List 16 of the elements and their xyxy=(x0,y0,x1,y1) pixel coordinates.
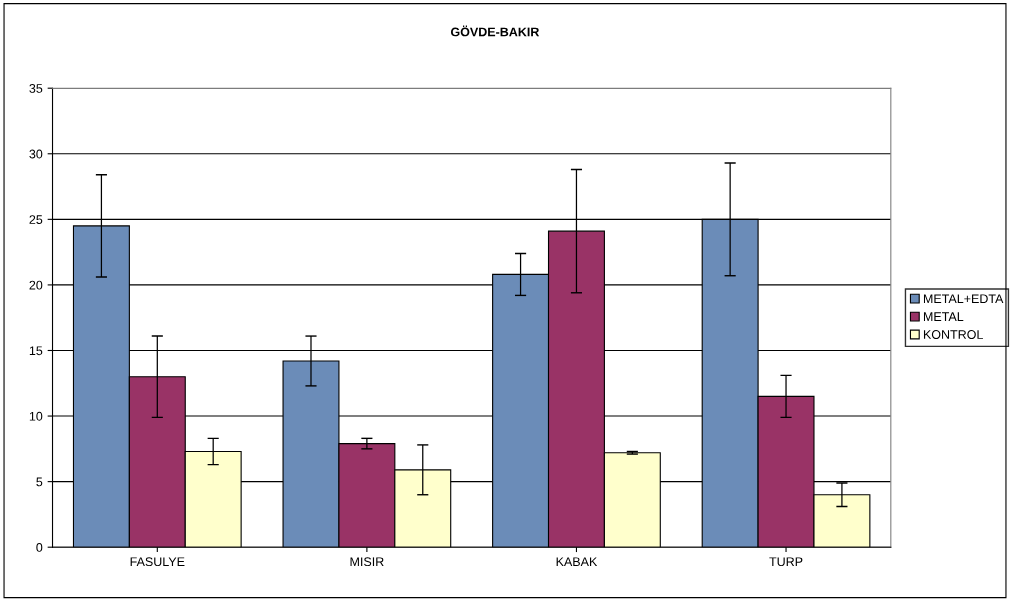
y-tick-label: 10 xyxy=(29,411,43,421)
legend-label: KONTROL xyxy=(923,330,983,339)
x-tick-label: TURP xyxy=(769,557,803,567)
y-tick-label: 30 xyxy=(29,149,43,159)
legend-label: METAL xyxy=(923,312,964,321)
y-tick-label: 20 xyxy=(29,280,43,290)
legend-label: METAL+EDTA xyxy=(923,294,1004,304)
x-tick-label: MISIR xyxy=(350,557,384,567)
y-tick-label: 5 xyxy=(36,477,43,487)
y-tick-label: 0 xyxy=(36,543,43,552)
x-tick-label: FASULYE xyxy=(130,557,185,567)
y-tick-label: 25 xyxy=(29,215,43,224)
y-tick-label: 35 xyxy=(29,84,43,93)
x-tick-label: KABAK xyxy=(556,557,598,566)
chart-title: GÖVDE-BAKIR xyxy=(450,25,540,37)
y-tick-label: 15 xyxy=(29,346,43,356)
